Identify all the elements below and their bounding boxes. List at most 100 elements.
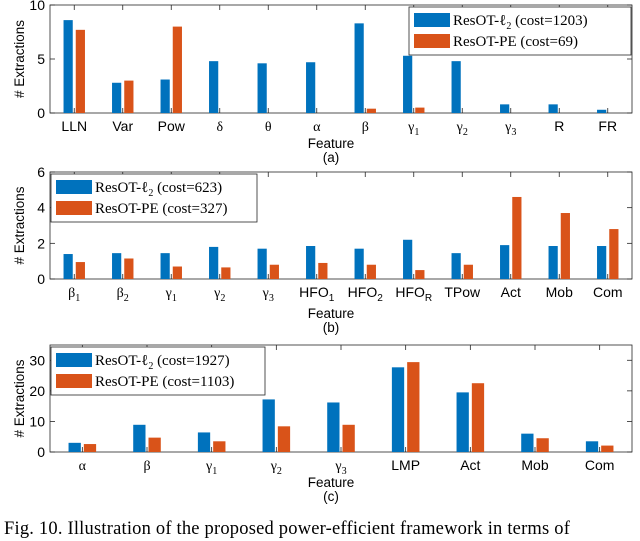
- bar-series1: [500, 245, 510, 279]
- bar-series2: [269, 264, 279, 279]
- x-tick-label-main: Act: [501, 284, 521, 300]
- x-tick-label-sub: R: [425, 293, 432, 304]
- bar-series2: [75, 29, 85, 114]
- x-tick-label: γ2: [270, 459, 282, 477]
- x-tick-label: TPow: [444, 284, 481, 300]
- legend-entry-sub: 2: [506, 21, 511, 32]
- x-tick-label-main: FR: [598, 118, 617, 134]
- x-tick-label: γ1: [205, 459, 217, 477]
- x-tick-label-main: Com: [593, 284, 623, 300]
- y-tick-label: 10: [29, 0, 45, 13]
- bar-series2: [601, 445, 614, 452]
- bar-series2: [560, 213, 570, 279]
- x-tick-label-sub: 1: [172, 293, 177, 304]
- x-tick-label: Com: [585, 457, 615, 473]
- bar-series2: [172, 266, 182, 279]
- x-tick-label-sub: 2: [463, 127, 468, 138]
- y-tick-label: 6: [37, 164, 45, 180]
- x-tick-label: β1: [68, 286, 80, 304]
- legend: ResOT-ℓ2 (cost=623) ResOT-PE (cost=327): [50, 173, 258, 223]
- bar-series1: [160, 253, 170, 279]
- panel-label: (a): [323, 150, 340, 165]
- legend-swatch: [414, 34, 450, 48]
- bar-series1: [133, 424, 146, 452]
- x-tick-label-sub: 1: [75, 293, 80, 304]
- x-tick-label-sub: 3: [269, 293, 274, 304]
- x-tick-label: LMP: [391, 457, 420, 473]
- x-tick-label-main: γ: [407, 120, 414, 135]
- x-tick-label: γ1: [165, 286, 177, 304]
- x-tick-label-main: γ: [165, 286, 172, 301]
- x-tick-label-main: α: [79, 459, 87, 474]
- x-tick-label: δ: [216, 120, 223, 135]
- bar-series1: [112, 253, 122, 279]
- bar-series2: [124, 258, 134, 279]
- x-tick-label: HFO2: [348, 284, 384, 304]
- x-tick-label-sub: 3: [342, 466, 347, 477]
- x-tick-label-sub: 1: [414, 127, 419, 138]
- bar-series2: [172, 26, 182, 114]
- bar-series2: [366, 108, 376, 113]
- bar-series2: [609, 229, 619, 279]
- x-tick-label-main: HFO: [395, 284, 425, 300]
- legend-entry: ResOT-PE (cost=327): [95, 201, 228, 217]
- x-tick-label-main: β: [143, 459, 150, 474]
- x-tick-label-main: γ: [334, 459, 341, 474]
- x-tick-label: Var: [112, 118, 133, 134]
- bar-series1: [209, 246, 219, 279]
- bar-series2: [318, 262, 328, 279]
- legend-entry: ResOT-ℓ2 (cost=1927): [95, 353, 230, 372]
- legend-entry-suffix: (cost=1927): [153, 353, 229, 369]
- legend-entry-main: ResOT-ℓ: [95, 353, 148, 369]
- x-tick-label: γ3: [262, 286, 274, 304]
- bar-series2: [75, 262, 85, 279]
- bar-series2: [512, 196, 522, 279]
- bar-series2: [463, 264, 473, 279]
- panel-label: (c): [323, 489, 339, 504]
- legend-entry: ResOT-ℓ2 (cost=623): [95, 180, 222, 199]
- bar-series2: [342, 424, 355, 452]
- x-tick-label-main: R: [554, 118, 564, 134]
- y-axis-label: # Extractions: [12, 186, 27, 264]
- bar-series1: [209, 61, 219, 113]
- bar-series1: [403, 239, 413, 279]
- legend-entry-main: ResOT-PE: [453, 34, 517, 50]
- x-tick-label-main: Var: [112, 118, 133, 134]
- x-tick-label: θ: [265, 120, 272, 135]
- y-tick-label: 10: [29, 413, 45, 429]
- x-tick-label: γ3: [504, 120, 516, 138]
- bar-series2: [415, 107, 425, 113]
- x-tick-label: R: [554, 118, 564, 134]
- x-tick-label-sub: 3: [511, 127, 516, 138]
- x-tick-label: HFOR: [395, 284, 432, 304]
- bar-series1: [548, 246, 558, 279]
- legend-entry-sub: 2: [148, 188, 153, 199]
- y-tick-label: 5: [37, 51, 45, 67]
- bar-series1: [262, 399, 275, 452]
- x-tick-label-main: γ: [262, 286, 269, 301]
- x-tick-label-main: γ: [270, 459, 277, 474]
- y-tick-label: 2: [37, 235, 45, 251]
- y-tick-label: 0: [37, 105, 45, 121]
- x-tick-label: Com: [593, 284, 623, 300]
- legend-entry: ResOT-ℓ2 (cost=1203): [453, 13, 588, 32]
- bar-series1: [451, 253, 461, 279]
- legend-entry-suffix: (cost=623): [153, 180, 222, 196]
- legend: ResOT-ℓ2 (cost=1203) ResOT-PE (cost=69): [408, 6, 632, 56]
- legend-entry-suffix: (cost=1103): [159, 374, 235, 390]
- x-tick-label: LLN: [61, 118, 87, 134]
- bar-series2: [471, 383, 485, 452]
- bar-series1: [63, 254, 73, 279]
- bar-series1: [354, 23, 364, 113]
- y-tick-label: 30: [29, 352, 45, 368]
- bar-series1: [456, 392, 469, 452]
- bar-series1: [160, 79, 170, 113]
- x-tick-label: Mob: [546, 284, 573, 300]
- bar-series1: [597, 246, 607, 279]
- x-tick-label-main: γ: [504, 120, 511, 135]
- bar-series1: [306, 246, 316, 279]
- legend-entry-main: ResOT-PE: [95, 374, 159, 390]
- bar-series2: [277, 426, 291, 452]
- bar-series2: [148, 437, 161, 452]
